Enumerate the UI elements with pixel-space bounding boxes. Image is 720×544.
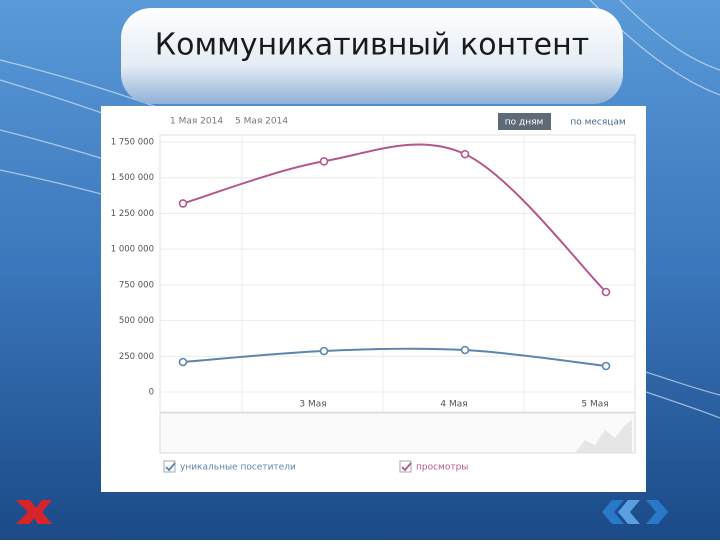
button-months[interactable]: по месяцам [570,118,625,128]
slide-title: Коммуникативный контент [155,28,589,63]
y-tick-label: 1 250 000 [111,209,154,219]
x-tick-label: 4 Мая [440,400,467,410]
title-box [121,8,623,104]
y-tick-label: 1 750 000 [111,138,154,148]
point [460,345,470,355]
legend-label: уникальные посетители [180,463,296,473]
y-tick-label: 1 500 000 [111,173,154,183]
plot-frame [159,134,636,413]
point [601,361,611,371]
legend-check [401,462,412,472]
y-tick-label: 750 000 [119,280,154,290]
nav-arrows[interactable] [602,500,668,524]
button-bg[interactable] [498,113,551,130]
point [460,149,470,159]
date-to[interactable]: 5 Мая 2014 [235,117,288,127]
legend: уникальные посетители просмотры [163,460,468,473]
point [601,287,611,297]
x-tick-label: 3 Мая [299,400,326,410]
legend-check [165,462,176,472]
point [319,346,329,356]
legend-label: просмотры [416,463,468,473]
navigator[interactable] [159,412,636,454]
legend-checkbox[interactable] [399,460,412,473]
series-line [182,143,607,293]
y-tick-label: 500 000 [119,316,154,326]
legend-checkbox[interactable] [163,460,176,473]
logo [16,500,52,524]
y-tick-label: 0 [149,388,154,398]
point [178,357,188,367]
navigator-area [575,420,632,453]
button-days[interactable]: по дням [505,118,544,128]
series-line [182,347,607,367]
point [319,156,329,166]
y-tick-label: 250 000 [119,352,154,362]
date-from[interactable]: 1 Мая 2014 [170,117,223,127]
y-tick-label: 1 000 000 [111,245,154,255]
x-tick-label: 5 Мая [581,400,608,410]
point [178,199,188,208]
